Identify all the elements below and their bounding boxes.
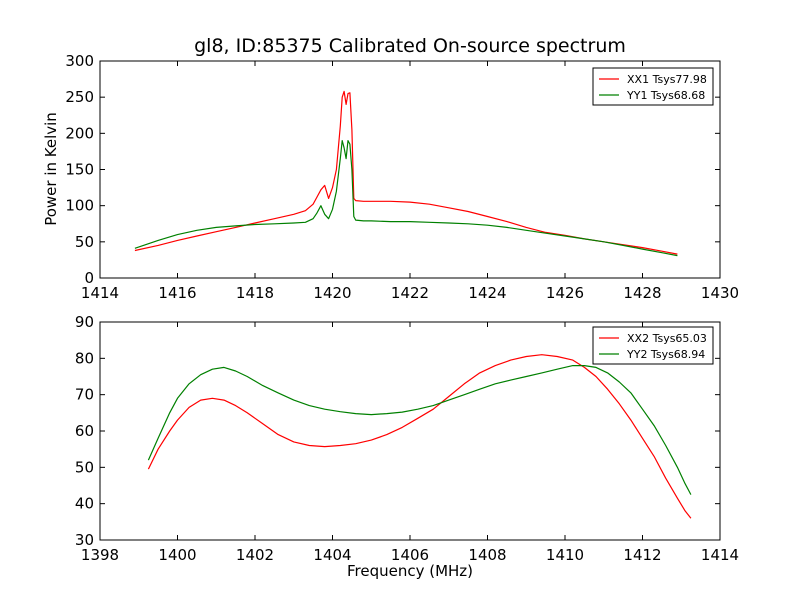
chart-title: gl8, ID:85375 Calibrated On-source spect… — [194, 35, 626, 57]
bottom-ytick-label: 40 — [75, 495, 94, 513]
bottom-xtick-label: 1404 — [313, 546, 351, 564]
top-xtick-label: 1416 — [158, 284, 196, 302]
top-xtick-label: 1426 — [546, 284, 584, 302]
bottom-ytick-label: 80 — [75, 349, 94, 367]
bottom-xtick-label: 1410 — [546, 546, 584, 564]
bottom-subplot: Frequency (MHz) 1398 1400 1402 1404 1406 1408… — [75, 313, 739, 580]
top-xtick-label: 1414 — [81, 284, 119, 302]
top-legend-label-2: YY1 Tsys68.68 — [626, 89, 705, 102]
top-series-line-1 — [134, 90, 678, 255]
bottom-legend-box — [592, 326, 714, 365]
top-xtick-label: 1420 — [313, 284, 351, 302]
bottom-xtick-label: 1398 — [81, 546, 119, 564]
bottom-legend-label-1: XX2 Tsys65.03 — [627, 332, 707, 345]
top-ytick-label: 100 — [65, 197, 94, 215]
top-ytick-label: 50 — [75, 233, 94, 251]
top-legend-box — [592, 67, 714, 106]
top-series-line-2 — [134, 140, 678, 257]
bottom-xtick-label: 1412 — [623, 546, 661, 564]
top-legend-label-1: XX1 Tsys77.98 — [627, 73, 707, 86]
bottom-xtick-label: 1406 — [391, 546, 429, 564]
top-xtick-label: 1418 — [236, 284, 274, 302]
bottom-ytick-label: 70 — [75, 386, 94, 404]
bottom-xtick-label: 1414 — [701, 546, 739, 564]
top-subplot: Power in Kelvin 1414 1416 1418 1420 1422 1424… — [42, 52, 739, 302]
top-xtick-label: 1424 — [468, 284, 506, 302]
bottom-series-line-1 — [147, 354, 692, 519]
bottom-xtick-label: 1408 — [468, 546, 506, 564]
top-xtick-label: 1422 — [391, 284, 429, 302]
top-legend: XX1 Tsys77.98 YY1 Tsys68.68 — [592, 67, 714, 106]
bottom-ytick-label: 60 — [75, 422, 94, 440]
bottom-legend: XX2 Tsys65.03 YY2 Tsys68.94 — [592, 326, 714, 365]
top-xtick-label: 1428 — [623, 284, 661, 302]
top-ylabel: Power in Kelvin — [42, 112, 60, 226]
top-ytick-label: 200 — [65, 124, 94, 142]
bottom-legend-label-2: YY2 Tsys68.94 — [626, 348, 705, 361]
bottom-xtick-label: 1402 — [236, 546, 274, 564]
top-ytick-label: 300 — [65, 52, 94, 70]
bottom-ytick-label: 90 — [75, 313, 94, 331]
bottom-xlabel: Frequency (MHz) — [347, 562, 473, 580]
top-ytick-label: 150 — [65, 161, 94, 179]
top-xtick-label: 1430 — [701, 284, 739, 302]
bottom-series-line-2 — [147, 365, 692, 495]
top-ytick-label: 250 — [65, 88, 94, 106]
bottom-ytick-label: 30 — [75, 531, 94, 549]
top-ytick-label: 0 — [84, 269, 94, 287]
bottom-xtick-label: 1400 — [158, 546, 196, 564]
bottom-ytick-label: 50 — [75, 458, 94, 476]
